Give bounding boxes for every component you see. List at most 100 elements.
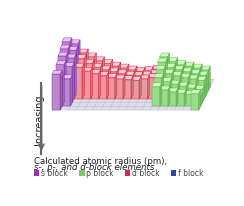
Polygon shape	[160, 83, 162, 107]
Polygon shape	[152, 83, 162, 87]
Polygon shape	[125, 91, 135, 95]
Bar	[34, 170, 39, 176]
Polygon shape	[86, 88, 96, 91]
Polygon shape	[148, 95, 158, 99]
Polygon shape	[162, 82, 170, 103]
Polygon shape	[160, 90, 168, 107]
Polygon shape	[168, 58, 178, 62]
Polygon shape	[86, 57, 94, 91]
Polygon shape	[56, 65, 64, 103]
Polygon shape	[98, 80, 108, 84]
Polygon shape	[184, 95, 193, 107]
Polygon shape	[86, 50, 88, 91]
Polygon shape	[192, 65, 202, 69]
Polygon shape	[56, 99, 66, 103]
Polygon shape	[160, 87, 170, 90]
Polygon shape	[91, 95, 101, 99]
Polygon shape	[206, 72, 208, 95]
Polygon shape	[164, 70, 174, 74]
Polygon shape	[107, 74, 117, 78]
Polygon shape	[180, 74, 190, 78]
Polygon shape	[86, 54, 96, 57]
Polygon shape	[166, 64, 176, 68]
Polygon shape	[123, 95, 133, 99]
Text: p block: p block	[86, 169, 114, 178]
Polygon shape	[115, 80, 123, 99]
Text: f block: f block	[178, 169, 203, 178]
Polygon shape	[94, 88, 104, 91]
Polygon shape	[111, 60, 113, 91]
Polygon shape	[94, 58, 104, 61]
Polygon shape	[71, 103, 81, 107]
Polygon shape	[172, 95, 182, 99]
Polygon shape	[176, 62, 186, 65]
Polygon shape	[54, 103, 64, 107]
Polygon shape	[70, 39, 72, 91]
Polygon shape	[150, 91, 160, 95]
Polygon shape	[176, 103, 186, 107]
Polygon shape	[172, 70, 174, 99]
Polygon shape	[72, 63, 74, 103]
Polygon shape	[137, 99, 148, 103]
Polygon shape	[87, 103, 97, 107]
Polygon shape	[198, 76, 206, 95]
Polygon shape	[102, 60, 113, 64]
Polygon shape	[95, 103, 105, 107]
Polygon shape	[151, 66, 162, 70]
Polygon shape	[102, 64, 111, 91]
Polygon shape	[156, 66, 166, 70]
Polygon shape	[178, 84, 188, 88]
Polygon shape	[186, 89, 194, 103]
Polygon shape	[141, 72, 151, 76]
Polygon shape	[99, 70, 101, 99]
Polygon shape	[64, 67, 72, 103]
Polygon shape	[101, 107, 111, 111]
Polygon shape	[74, 64, 84, 68]
Polygon shape	[152, 87, 160, 107]
Polygon shape	[186, 83, 188, 103]
Polygon shape	[123, 76, 133, 80]
Polygon shape	[150, 107, 160, 111]
Polygon shape	[174, 67, 184, 70]
Polygon shape	[76, 47, 78, 95]
Polygon shape	[200, 65, 202, 91]
Polygon shape	[176, 65, 184, 91]
Polygon shape	[60, 107, 71, 111]
Text: s-, p-, and d-block elements: s-, p-, and d-block elements	[34, 163, 154, 172]
Polygon shape	[190, 74, 198, 95]
Polygon shape	[164, 95, 174, 99]
Polygon shape	[170, 99, 180, 103]
Bar	[171, 170, 176, 176]
Polygon shape	[180, 78, 188, 99]
Polygon shape	[193, 97, 201, 107]
Polygon shape	[174, 64, 176, 95]
Polygon shape	[84, 60, 94, 64]
Polygon shape	[56, 61, 66, 65]
Polygon shape	[168, 103, 178, 107]
Polygon shape	[115, 80, 125, 84]
Polygon shape	[117, 69, 119, 95]
Polygon shape	[160, 54, 170, 57]
Polygon shape	[186, 99, 196, 103]
Polygon shape	[72, 84, 82, 88]
Polygon shape	[196, 77, 206, 81]
Polygon shape	[102, 88, 113, 91]
Polygon shape	[156, 70, 164, 99]
Polygon shape	[77, 107, 87, 111]
Polygon shape	[52, 107, 62, 111]
Polygon shape	[135, 67, 137, 91]
Polygon shape	[193, 91, 194, 107]
Polygon shape	[135, 88, 145, 91]
Polygon shape	[66, 53, 68, 99]
Polygon shape	[60, 50, 68, 95]
Polygon shape	[117, 91, 127, 95]
Polygon shape	[117, 70, 127, 74]
Polygon shape	[101, 64, 102, 95]
Polygon shape	[76, 91, 86, 95]
Polygon shape	[88, 84, 98, 88]
Polygon shape	[111, 67, 119, 91]
Polygon shape	[196, 95, 206, 99]
Polygon shape	[92, 64, 102, 68]
Polygon shape	[184, 103, 194, 107]
Polygon shape	[141, 73, 143, 95]
